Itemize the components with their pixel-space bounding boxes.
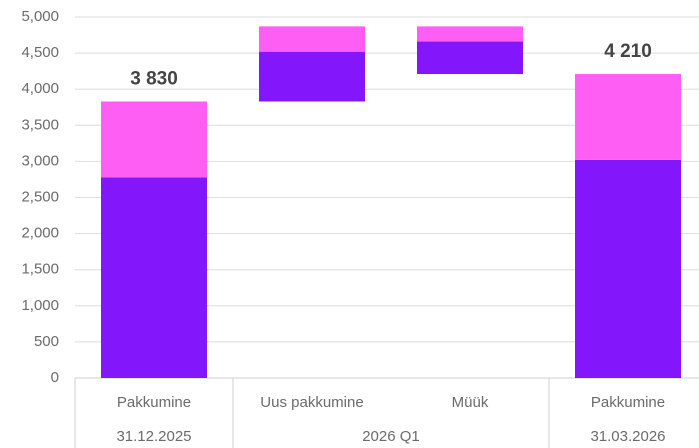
bar-segment [575, 74, 681, 160]
y-tick-label: 2,500 [21, 188, 59, 205]
y-tick-label: 2,000 [21, 225, 59, 242]
bar-segment [417, 41, 523, 75]
y-tick-label: 1,000 [21, 297, 59, 314]
bar-segment [259, 51, 365, 102]
total-label: 3 830 [130, 68, 178, 89]
bar-segment [101, 177, 207, 378]
total-label: 4 210 [604, 41, 652, 62]
y-tick-label: 1,500 [21, 261, 59, 278]
x-tick-label: Müük [452, 394, 489, 411]
x-tick-label: Pakkumine [117, 394, 191, 411]
y-tick-label: 3,500 [21, 116, 59, 133]
y-tick-label: 4,500 [21, 44, 59, 61]
bar-segment [417, 26, 523, 42]
x-tick-label: Pakkumine [591, 394, 665, 411]
group-label: 2026 Q1 [362, 428, 420, 445]
bar-segment [101, 101, 207, 178]
x-tick-label: Uus pakkumine [260, 394, 363, 411]
group-label: 31.12.2025 [116, 428, 191, 445]
y-tick-label: 5,000 [21, 8, 59, 25]
y-tick-label: 0 [51, 369, 59, 386]
bar-segment [259, 26, 365, 52]
y-tick-label: 4,000 [21, 80, 59, 97]
bar-segment [575, 159, 681, 378]
y-tick-label: 500 [34, 333, 59, 350]
y-tick-label: 3,000 [21, 152, 59, 169]
group-label: 31.03.2026 [590, 428, 665, 445]
